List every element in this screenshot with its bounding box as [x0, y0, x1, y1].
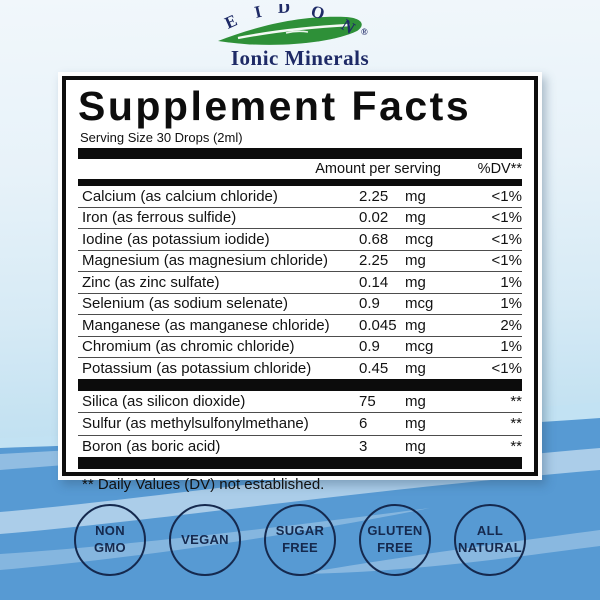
nutrient-unit: mg: [405, 187, 426, 205]
nutrient-name: Potassium (as potassium chloride): [82, 359, 312, 377]
nutrient-name: Boron (as boric acid): [82, 437, 221, 455]
certification-badges: NON GMO VEGAN SUGAR FREE GLUTEN FREE ALL…: [0, 504, 600, 576]
brand-letter: E: [222, 11, 240, 33]
badge-label: SUGAR: [275, 523, 325, 539]
brand-subtitle: Ionic Minerals: [230, 46, 370, 70]
divider-bar: [78, 179, 522, 186]
table-row: Sulfur (as methylsulfonylmethane) 6 mg *…: [78, 413, 522, 436]
badge-all-natural: ALL NATURAL: [454, 504, 526, 576]
nutrient-name: Silica (as silicon dioxide): [82, 392, 246, 410]
brand-letter: O: [309, 4, 327, 23]
table-header: Amount per serving %DV**: [78, 160, 522, 178]
table-row: Iron (as ferrous sulfide) 0.02 mg <1%: [78, 208, 522, 229]
nutrient-unit: mg: [405, 316, 426, 334]
table-row: Iodine (as potassium iodide) 0.68 mcg <1…: [78, 229, 522, 251]
nutrient-name: Calcium (as calcium chloride): [82, 187, 278, 205]
nutrient-unit: mg: [405, 273, 426, 291]
nutrient-amount: 0.9: [359, 338, 380, 356]
nutrient-amount: 75: [359, 392, 376, 410]
badge-label: VEGAN: [181, 531, 229, 547]
nutrient-dv: **: [510, 437, 522, 455]
table-row: Boron (as boric acid) 3 mg **: [78, 436, 522, 458]
table-row: Magnesium (as magnesium chloride) 2.25 m…: [78, 251, 522, 272]
nutrient-unit: mg: [405, 392, 426, 410]
nutrient-dv: 1%: [500, 273, 522, 291]
nutrient-name: Chromium (as chromic chloride): [82, 338, 295, 356]
table-row: Zinc (as zinc sulfate) 0.14 mg 1%: [78, 272, 522, 294]
table-row: Chromium (as chromic chloride) 0.9 mcg 1…: [78, 337, 522, 358]
supplement-facts-panel: Supplement Facts Serving Size 30 Drops (…: [58, 72, 542, 493]
nutrient-unit: mcg: [405, 295, 434, 313]
table-row: Silica (as silicon dioxide) 75 mg **: [78, 391, 522, 413]
badge-label: FREE: [377, 540, 413, 555]
nutrient-dv: 2%: [500, 316, 522, 334]
nutrient-unit: mg: [405, 252, 426, 270]
nutrient-unit: mg: [405, 209, 426, 227]
nutrient-unit: mcg: [405, 230, 434, 248]
nutrient-amount: 0.45: [359, 359, 389, 377]
badge-label: ALL: [476, 523, 504, 539]
brand-logo: E I D O N ® Ionic Minerals: [0, 4, 600, 71]
badge-label: NON: [95, 523, 125, 539]
badge-sugar-free: SUGAR FREE: [264, 504, 336, 576]
nutrient-name: Iodine (as potassium iodide): [82, 230, 270, 248]
serving-size: Serving Size 30 Drops (2ml): [80, 130, 243, 145]
minerals-table: Calcium (as calcium chloride) 2.25 mg <1…: [78, 186, 522, 379]
nutrient-dv: **: [510, 392, 522, 410]
dv-footnote: ** Daily Values (DV) not established.: [82, 476, 325, 493]
nutrient-amount: 0.68: [359, 230, 389, 248]
nutrient-dv: <1%: [491, 187, 522, 205]
divider-bar: [78, 148, 522, 159]
nutrient-dv: <1%: [491, 359, 522, 377]
nutrient-amount: 3: [359, 437, 368, 455]
table-row: Selenium (as sodium selenate) 0.9 mcg 1%: [78, 294, 522, 315]
registered-trademark-symbol: ®: [361, 27, 368, 37]
nutrient-dv: <1%: [491, 252, 522, 270]
nutrient-amount: 2.25: [359, 187, 389, 205]
nutrient-name: Magnesium (as magnesium chloride): [82, 252, 328, 270]
divider-bar: [78, 378, 522, 391]
column-header-dv: %DV**: [477, 161, 522, 177]
nutrient-amount: 0.045: [359, 316, 397, 334]
column-header-amount: Amount per serving: [315, 161, 441, 177]
brand-letter: I: [253, 4, 264, 22]
table-row: Calcium (as calcium chloride) 2.25 mg <1…: [78, 186, 522, 208]
table-row: Potassium (as potassium chloride) 0.45 m…: [78, 358, 522, 379]
nutrient-amount: 6: [359, 415, 368, 433]
nutrient-dv: 1%: [500, 338, 522, 356]
table-row: Manganese (as manganese chloride) 0.045 …: [78, 315, 522, 337]
divider-bar: [78, 457, 522, 469]
nutrient-amount: 0.9: [359, 295, 380, 313]
nutrient-name: Selenium (as sodium selenate): [82, 295, 288, 313]
badge-label: FREE: [282, 540, 318, 555]
badge-label: GLUTEN: [367, 523, 423, 539]
nutrient-name: Sulfur (as methylsulfonylmethane): [82, 415, 309, 433]
brand-letter: D: [277, 4, 290, 17]
nutrient-unit: mcg: [405, 338, 434, 356]
nutrient-dv: <1%: [491, 209, 522, 227]
nutrient-name: Zinc (as zinc sulfate): [82, 273, 220, 291]
nutrient-name: Iron (as ferrous sulfide): [82, 209, 237, 227]
nutrient-dv: 1%: [500, 295, 522, 313]
badge-label: NATURAL: [458, 540, 522, 555]
nutrient-dv: **: [510, 415, 522, 433]
panel-title: Supplement Facts: [78, 83, 472, 129]
nutrient-amount: 0.02: [359, 209, 389, 227]
badge-vegan: VEGAN: [169, 504, 241, 576]
badge-non-gmo: NON GMO: [74, 504, 146, 576]
badge-gluten-free: GLUTEN FREE: [359, 504, 431, 576]
badge-label: GMO: [94, 540, 126, 555]
nutrient-unit: mg: [405, 415, 426, 433]
nutrient-unit: mg: [405, 359, 426, 377]
brand-logo-swoosh: E I D O N ®: [218, 4, 368, 45]
nutrient-name: Manganese (as manganese chloride): [82, 316, 330, 334]
nutrient-amount: 0.14: [359, 273, 389, 291]
nutrient-amount: 2.25: [359, 252, 389, 270]
supplement-facts-border: Supplement Facts Serving Size 30 Drops (…: [62, 76, 538, 493]
other-ingredients-table: Silica (as silicon dioxide) 75 mg ** Sul…: [78, 391, 522, 458]
nutrient-unit: mg: [405, 437, 426, 455]
nutrient-dv: <1%: [491, 230, 522, 248]
